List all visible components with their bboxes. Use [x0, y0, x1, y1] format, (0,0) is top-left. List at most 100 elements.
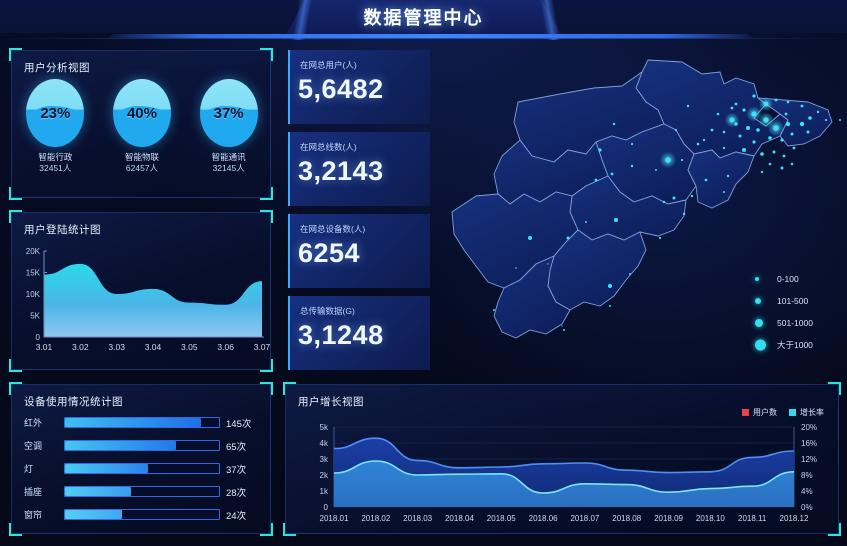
region-map[interactable]: 0-100 101-500 501-1000 大于1000 [436, 44, 847, 376]
panel-login-stats: 用户登陆统计图 0 5K 10K 15K 20K 3.01 3.02 3.03 3.04 3.0… [9, 210, 273, 372]
corner-bracket-icon [9, 359, 22, 372]
device-bar-fill [65, 464, 149, 473]
corner-bracket-icon [9, 382, 22, 395]
legend-label: 大于1000 [777, 340, 813, 350]
legend-swatch-icon [789, 409, 796, 416]
gauge-percent: 40% [126, 104, 157, 122]
svg-text:3.04: 3.04 [145, 342, 162, 352]
gauge-name: 智能物联 [124, 152, 159, 162]
device-bar-track [64, 463, 220, 474]
device-bar-fill [65, 510, 122, 519]
corner-bracket-icon [260, 523, 273, 536]
header-rule-secondary [0, 38, 847, 39]
map-svg [451, 59, 841, 339]
panel-title-login-stats: 用户登陆统计图 [24, 224, 101, 236]
svg-text:5K: 5K [30, 312, 40, 321]
growth-users-line [333, 437, 795, 474]
legend-swatch-icon [742, 409, 749, 416]
svg-text:20K: 20K [26, 247, 41, 256]
corner-bracket-icon [260, 382, 273, 395]
gauge-wave [199, 106, 258, 147]
svg-text:2018.05: 2018.05 [487, 514, 516, 523]
svg-text:2018.03: 2018.03 [403, 514, 432, 523]
legend-item: 501-1000 [747, 312, 847, 334]
header-right-slash-decor [520, 0, 580, 40]
kpi-card-online-users[interactable]: 在网总用户(人) 5,6482 [288, 50, 430, 124]
login-area-series [44, 263, 262, 337]
legend-item-growth-rate[interactable]: 增长率 [789, 407, 824, 418]
growth-legend[interactable]: 用户数 增长率 [742, 407, 824, 418]
corner-bracket-icon [9, 48, 22, 61]
kpi-value: 6254 [298, 238, 361, 268]
corner-bracket-icon [260, 210, 273, 223]
svg-text:0: 0 [324, 503, 329, 512]
panel-user-analysis: 用户分析视图 23% 智能行政 32451人 40% 智能物联 [9, 48, 273, 200]
device-bar-label: 红外 [24, 418, 43, 428]
svg-text:3.02: 3.02 [72, 342, 89, 352]
panel-title-user-growth: 用户增长视图 [298, 396, 364, 408]
corner-bracket-icon [260, 359, 273, 372]
gauge-name: 智能行政 [38, 152, 73, 162]
device-bar-row[interactable]: 窗帘 24次 [24, 507, 260, 522]
corner-bracket-icon [9, 210, 22, 223]
device-bar-row[interactable]: 灯 37次 [24, 461, 260, 476]
page-title: 数据管理中心 [363, 8, 484, 28]
svg-text:8%: 8% [801, 471, 813, 480]
svg-text:1k: 1k [320, 487, 329, 496]
device-bar-track [64, 417, 220, 428]
device-bar-track [64, 509, 220, 520]
svg-text:2k: 2k [320, 471, 329, 480]
liquid-gauge-icon: 37% [199, 79, 258, 147]
gauge-item[interactable]: 40% 智能物联 62457人 [106, 79, 178, 189]
gauge-wave [112, 106, 171, 147]
corner-bracket-icon [9, 187, 22, 200]
device-bar-track [64, 440, 220, 451]
svg-text:0%: 0% [801, 503, 813, 512]
panel-device-usage: 设备使用情况统计图 红外 145次 空调 65次灯 37次 插座 28次 窗帘 24次 [9, 382, 273, 536]
gauge-percent: 37% [213, 104, 244, 122]
kpi-label: 在网总设备数(人) [300, 224, 366, 234]
gauge-caption: 智能物联 62457人 [106, 152, 178, 174]
device-bar-value: 24次 [226, 511, 247, 522]
legend-item-users[interactable]: 用户数 [742, 407, 777, 418]
svg-text:10K: 10K [26, 290, 41, 299]
svg-text:0: 0 [36, 333, 41, 342]
svg-text:2018.01: 2018.01 [320, 514, 349, 523]
legend-label: 501-1000 [777, 318, 813, 328]
user-analysis-gauges: 23% 智能行政 32451人 40% 智能物联 62457人 [12, 79, 272, 189]
gauge-count: 32451人 [39, 163, 72, 173]
device-bar-row[interactable]: 插座 28次 [24, 484, 260, 499]
device-bar-row[interactable]: 空调 65次 [24, 438, 260, 453]
svg-text:2018.06: 2018.06 [529, 514, 558, 523]
kpi-card-total-data[interactable]: 总传输数据(G) 3,1248 [288, 296, 430, 370]
gauge-item[interactable]: 23% 智能行政 32451人 [19, 79, 91, 189]
gauge-count: 62457人 [125, 163, 159, 173]
svg-text:2018.02: 2018.02 [361, 514, 390, 523]
gauge-name: 智能通讯 [211, 152, 246, 162]
legend-label: 0-100 [777, 274, 799, 284]
gauge-item[interactable]: 37% 智能通讯 32145人 [193, 79, 265, 189]
login-stats-chart[interactable]: 0 5K 10K 15K 20K 3.01 3.02 3.03 3.04 3.05 3.06 3.0… [12, 241, 272, 369]
legend-dot-icon [755, 319, 763, 327]
svg-text:3.06: 3.06 [217, 342, 234, 352]
device-bar-label: 空调 [24, 441, 43, 451]
kpi-label: 总传输数据(G) [300, 306, 355, 316]
map-data-points [493, 94, 841, 331]
header-rule [108, 34, 753, 38]
svg-text:3.01: 3.01 [36, 342, 53, 352]
legend-item: 0-100 [747, 268, 847, 290]
gauge-count: 32145人 [212, 163, 245, 173]
gauge-percent: 23% [40, 104, 71, 122]
kpi-card-online-devices[interactable]: 在网总设备数(人) 6254 [288, 214, 430, 288]
device-bar-row[interactable]: 红外 145次 [24, 415, 260, 430]
legend-item: 大于1000 [747, 334, 847, 356]
device-bar-track [64, 486, 220, 497]
svg-text:5k: 5k [320, 423, 329, 432]
svg-text:2018.11: 2018.11 [738, 514, 767, 523]
svg-text:3.05: 3.05 [181, 342, 198, 352]
kpi-card-online-lines[interactable]: 在网总线数(人) 3,2143 [288, 132, 430, 206]
svg-text:2018.04: 2018.04 [445, 514, 474, 523]
svg-text:16%: 16% [801, 439, 817, 448]
